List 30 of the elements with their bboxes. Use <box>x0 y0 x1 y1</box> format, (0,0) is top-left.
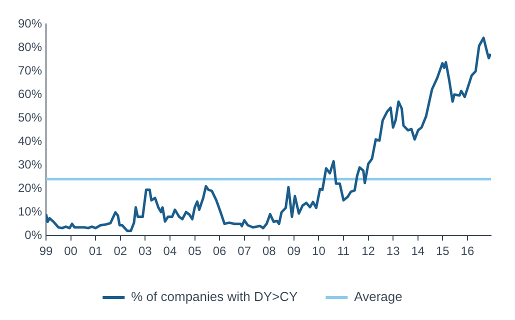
x-tick-label: 06 <box>212 244 227 258</box>
x-tick-label: 99 <box>39 244 54 258</box>
legend-label: % of companies with DY>CY <box>131 289 298 304</box>
x-tick-label: 14 <box>411 244 425 258</box>
y-tick-label: 20% <box>18 180 42 195</box>
y-tick-label: 80% <box>18 40 42 54</box>
x-tick-label: 16 <box>460 244 474 258</box>
y-tick-label: 30% <box>18 157 42 172</box>
x-tick-label: 12 <box>362 244 376 258</box>
x-tick-label: 13 <box>386 244 400 258</box>
x-tick-label: 07 <box>238 244 252 258</box>
y-tick-label: 40% <box>18 134 42 148</box>
x-tick-label: 03 <box>138 244 152 258</box>
y-tick-label: 90% <box>18 16 42 30</box>
x-tick-label: 09 <box>287 244 301 258</box>
x-tick-label: 10 <box>312 244 326 258</box>
x-tick-label: 00 <box>64 244 78 258</box>
x-tick-label: 11 <box>337 244 350 258</box>
x-tick-label: 15 <box>436 244 450 258</box>
y-tick-label: 70% <box>18 63 42 78</box>
x-tick-label: 08 <box>262 244 276 258</box>
x-tick-label: 05 <box>188 244 202 258</box>
y-tick-label: 0% <box>24 228 42 242</box>
legend-label: Average <box>354 289 402 304</box>
y-tick-label: 10% <box>18 204 42 218</box>
x-tick-label: 02 <box>114 244 128 258</box>
x-tick-label: 01 <box>88 244 103 258</box>
x-tick-label: 04 <box>163 244 177 258</box>
y-tick-label: 60% <box>18 86 42 101</box>
y-tick-label: 50% <box>18 110 42 124</box>
